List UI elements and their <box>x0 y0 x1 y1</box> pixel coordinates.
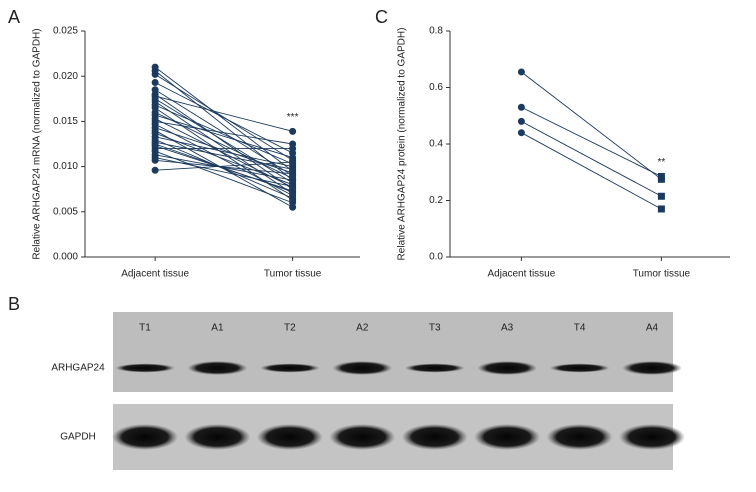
lane-label: T1 <box>139 323 151 334</box>
marker <box>289 145 297 153</box>
significance: *** <box>287 112 299 123</box>
lane-label: A3 <box>501 323 514 334</box>
panel-label: A <box>8 7 20 27</box>
marker <box>517 117 525 125</box>
pair-line <box>154 111 293 179</box>
pair-line <box>155 95 293 132</box>
marker <box>289 182 297 190</box>
pair-line <box>155 136 293 168</box>
y-tick-label: 0.2 <box>429 195 443 206</box>
marker <box>151 166 159 174</box>
marker <box>657 192 665 200</box>
pair-line <box>521 121 662 197</box>
panel-label: B <box>8 294 20 314</box>
x-tick-label: Adjacent tissue <box>121 269 189 280</box>
marker <box>151 70 159 78</box>
y-tick-label: 0.0 <box>429 252 443 263</box>
band <box>404 363 465 373</box>
pair-line <box>154 114 293 158</box>
marker <box>289 199 297 207</box>
pair-line <box>154 93 293 190</box>
pair-line <box>154 98 293 184</box>
panel-label: C <box>375 7 388 27</box>
band <box>332 361 393 375</box>
marker <box>517 68 525 76</box>
pair-line <box>155 120 293 145</box>
marker <box>289 127 297 135</box>
marker <box>289 176 297 184</box>
marker <box>517 103 525 111</box>
band <box>256 424 323 450</box>
y-tick-label: 0.6 <box>429 82 443 93</box>
band <box>401 424 468 450</box>
pair-line <box>154 82 293 154</box>
pair-line <box>521 106 662 177</box>
lane-label: A1 <box>211 323 224 334</box>
band <box>477 361 538 375</box>
y-tick-label: 0.020 <box>53 71 78 82</box>
x-tick-label: Adjacent tissue <box>487 269 555 280</box>
lane-label: A2 <box>356 323 369 334</box>
y-axis-label: Relative ARHGAP24 protein (normalized to… <box>397 28 408 261</box>
band <box>187 361 248 375</box>
lane-label: A4 <box>646 323 659 334</box>
marker <box>151 156 159 164</box>
pair-line <box>154 143 293 193</box>
pair-line <box>521 71 662 180</box>
band <box>329 424 396 450</box>
band <box>112 424 178 450</box>
pair-line <box>154 150 293 204</box>
band <box>619 424 685 450</box>
y-tick-label: 0.4 <box>429 139 443 150</box>
band <box>546 424 613 450</box>
pair-line <box>154 101 293 195</box>
y-axis-label: Relative ARHGAP24 mRNA (normalized to GA… <box>32 28 43 259</box>
pair-line <box>155 159 293 175</box>
marker <box>657 205 665 213</box>
pair-line <box>155 161 293 171</box>
row-label: GAPDH <box>60 432 96 443</box>
pair-line <box>155 141 293 170</box>
marker <box>657 172 665 180</box>
pair-line <box>521 132 662 210</box>
marker <box>517 129 525 137</box>
band <box>184 424 251 450</box>
marker <box>289 188 297 196</box>
y-tick-label: 0.010 <box>53 161 78 172</box>
y-tick-label: 0.025 <box>53 26 78 37</box>
y-tick-label: 0.015 <box>53 116 78 127</box>
pair-line <box>154 104 293 165</box>
lane-label: T2 <box>284 323 296 334</box>
band <box>474 424 541 450</box>
marker <box>289 158 297 166</box>
marker <box>151 79 159 87</box>
band <box>115 363 175 373</box>
lane-label: T4 <box>574 323 586 334</box>
pair-line <box>154 127 293 174</box>
row-label: ARHGAP24 <box>51 363 105 374</box>
x-tick-label: Tumor tissue <box>264 269 322 280</box>
significance: ** <box>658 157 666 168</box>
band <box>549 363 610 373</box>
lane-label: T3 <box>429 323 441 334</box>
y-tick-label: 0.8 <box>429 26 443 37</box>
y-tick-label: 0.005 <box>53 206 78 217</box>
marker <box>289 170 297 178</box>
band <box>622 361 682 375</box>
blot-strip <box>113 312 673 392</box>
y-tick-label: 0.000 <box>53 252 78 263</box>
x-tick-label: Tumor tissue <box>633 269 691 280</box>
band <box>259 363 320 373</box>
marker <box>151 140 159 148</box>
